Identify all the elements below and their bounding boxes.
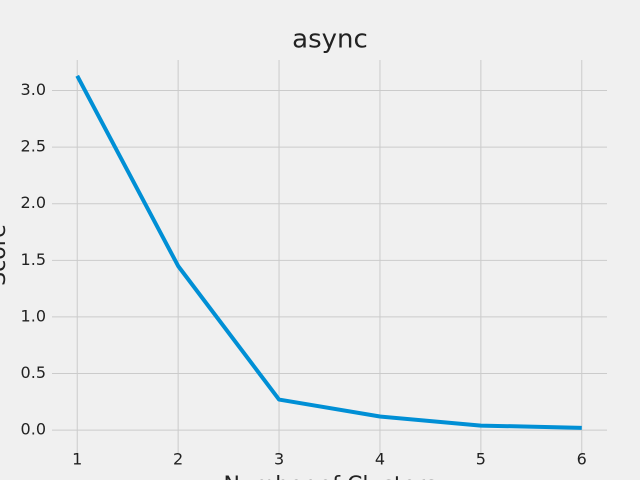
y-tick-label: 1.0 [21,306,46,325]
y-tick-label: 3.0 [21,80,46,99]
y-axis-label: Score [0,224,11,286]
x-axis-label: Number of Clusters [223,473,436,480]
x-tick-label: 2 [173,450,183,469]
x-tick-label: 3 [274,450,284,469]
y-tick-label: 2.0 [21,193,46,212]
y-tick-label: 0.5 [21,363,46,382]
x-tick-label: 5 [476,450,486,469]
data-line [75,74,582,430]
x-tick-label: 1 [72,450,82,469]
y-tick-label: 1.5 [21,250,46,269]
x-tick-label: 6 [577,450,587,469]
chart-title: async [292,25,368,55]
y-tick-label: 0.0 [21,420,46,439]
y-tick-label: 2.5 [21,137,46,156]
x-tick-label: 4 [375,450,385,469]
